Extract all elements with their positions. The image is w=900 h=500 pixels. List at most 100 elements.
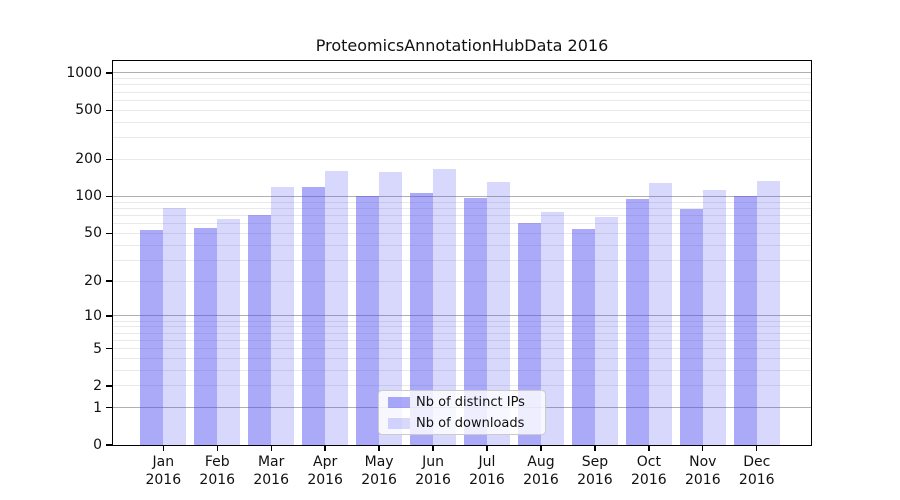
x-tick-month: May — [364, 454, 394, 470]
bar-ips-feb — [194, 228, 218, 445]
bar-ips-jun — [410, 192, 434, 445]
bar-ips-nov — [679, 209, 703, 445]
x-tick-label-oct: Oct 2016 — [619, 453, 679, 489]
y-tick-2 — [106, 385, 112, 387]
x-tick-year: 2016 — [415, 472, 451, 488]
gridline-minor-9 — [113, 320, 811, 322]
y-tick-label-5: 5 — [93, 340, 102, 357]
gridline-minor-40 — [113, 244, 811, 246]
gridline-minor-600 — [113, 99, 811, 101]
x-tick-oct — [648, 445, 650, 451]
y-tick-label-2: 2 — [93, 377, 102, 394]
y-tick-label-1000: 1000 — [66, 64, 102, 81]
x-tick-year: 2016 — [684, 472, 721, 488]
y-tick-10 — [106, 315, 112, 317]
bar-ips-mar — [248, 214, 272, 445]
bar-downloads-nov — [702, 189, 726, 445]
x-tick-month: Jul — [478, 454, 496, 470]
bar-downloads-sep — [594, 216, 618, 445]
y-tick-label-500: 500 — [75, 102, 102, 119]
x-tick-month: Nov — [689, 454, 717, 470]
gridline-minor-2 — [113, 385, 811, 387]
x-tick-month: Jan — [152, 454, 175, 470]
legend-label-ips: Nb of distinct IPs — [416, 394, 525, 410]
x-tick-month: Aug — [527, 454, 555, 470]
gridline-minor-70 — [113, 214, 811, 216]
x-tick-year: 2016 — [523, 472, 559, 488]
x-tick-month: Feb — [204, 454, 230, 470]
x-tick-year: 2016 — [361, 472, 397, 488]
y-tick-label-0: 0 — [93, 437, 102, 453]
gridline-minor-20 — [113, 280, 811, 282]
x-tick-aug — [540, 445, 542, 451]
bar-ips-jan — [140, 230, 164, 445]
y-tick-label-50: 50 — [84, 225, 102, 242]
gridline-minor-800 — [113, 84, 811, 86]
x-tick-apr — [324, 445, 326, 451]
x-tick-label-feb: Feb 2016 — [187, 453, 247, 489]
gridline-minor-200 — [113, 158, 811, 160]
x-tick-dec — [756, 445, 758, 451]
chart-title: ProteomicsAnnotationHubData 2016 — [315, 36, 609, 55]
gridline-minor-90 — [113, 201, 811, 203]
bar-ips-apr — [302, 186, 326, 445]
bar-ips-oct — [625, 199, 649, 445]
y-tick-0 — [106, 444, 112, 446]
bar-ips-sep — [571, 229, 595, 445]
x-tick-year: 2016 — [199, 472, 236, 488]
x-tick-month: Jun — [422, 454, 444, 470]
x-tick-month: Sep — [581, 454, 609, 470]
gridline-minor-6 — [113, 339, 811, 341]
y-tick-20 — [106, 280, 112, 282]
y-tick-label-10: 10 — [84, 307, 102, 324]
x-tick-year: 2016 — [631, 472, 667, 488]
bar-downloads-oct — [648, 182, 672, 445]
y-tick-100 — [106, 195, 112, 198]
legend: Nb of distinct IPs Nb of downloads — [378, 390, 546, 435]
gridline-minor-4 — [113, 357, 811, 359]
legend-swatch-ips — [388, 396, 410, 408]
gridline-minor-500 — [113, 109, 811, 111]
bar-downloads-dec — [756, 181, 780, 445]
bar-ips-aug — [517, 222, 541, 445]
x-tick-label-sep: Sep 2016 — [565, 453, 625, 489]
x-tick-year: 2016 — [577, 472, 613, 488]
x-tick-label-jun: Jun 2016 — [403, 453, 463, 489]
gridline-minor-30 — [113, 259, 811, 261]
bar-downloads-mar — [271, 186, 295, 445]
x-tick-year: 2016 — [145, 472, 182, 488]
x-tick-label-aug: Aug 2016 — [511, 453, 571, 489]
gridline-minor-400 — [113, 121, 811, 123]
x-tick-may — [378, 445, 380, 451]
bar-downloads-jun — [433, 169, 457, 445]
x-tick-label-apr: Apr 2016 — [295, 453, 355, 489]
x-tick-month: Oct — [636, 454, 661, 470]
bar-ips-may — [356, 196, 380, 445]
bar-downloads-jan — [163, 208, 187, 445]
x-tick-label-mar: Mar 2016 — [241, 453, 301, 489]
x-tick-month: Mar — [257, 454, 285, 470]
y-tick-label-20: 20 — [84, 273, 102, 290]
gridline-major-100 — [113, 195, 811, 197]
x-tick-year: 2016 — [469, 472, 505, 488]
x-tick-jul — [486, 445, 488, 451]
y-tick-5 — [106, 347, 112, 350]
gridline-major-1000 — [113, 72, 811, 74]
legend-item-distinct-ips: Nb of distinct IPs — [379, 393, 545, 412]
legend-label-downloads: Nb of downloads — [416, 415, 525, 431]
y-tick-label-1: 1 — [93, 399, 102, 416]
x-tick-feb — [216, 445, 218, 451]
y-tick-label-100: 100 — [75, 188, 102, 205]
x-tick-label-dec: Dec 2016 — [727, 453, 787, 489]
x-tick-jan — [162, 445, 164, 451]
gridline-minor-5 — [113, 348, 811, 349]
gridline-minor-3 — [113, 369, 811, 371]
x-tick-mar — [270, 445, 272, 451]
bar-ips-jul — [464, 198, 487, 445]
gridline-minor-8 — [113, 326, 811, 328]
x-tick-month: Apr — [313, 454, 338, 470]
x-tick-month: Dec — [743, 454, 771, 470]
gridline-minor-700 — [113, 91, 811, 93]
bar-ips-dec — [733, 195, 757, 445]
